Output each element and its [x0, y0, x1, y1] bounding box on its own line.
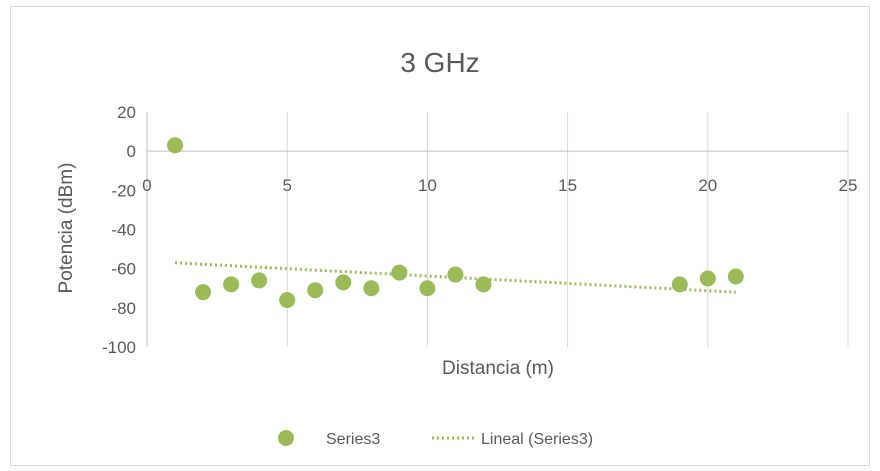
x-tick-label: 15 — [558, 176, 577, 195]
y-tick-label: 0 — [127, 142, 136, 161]
x-tick-label: 0 — [142, 176, 151, 195]
y-tick-label: -80 — [111, 299, 136, 318]
gridlines — [146, 112, 849, 347]
legend-label-trendline: Lineal (Series3) — [481, 431, 593, 448]
y-tick-label: -100 — [102, 338, 136, 357]
y-tick-label: -40 — [111, 221, 136, 240]
data-point — [699, 270, 716, 287]
scatter-points — [167, 137, 744, 308]
y-axis-title: Potencia (dBm) — [56, 163, 77, 294]
data-point — [279, 292, 296, 308]
data-point — [363, 280, 380, 297]
y-tick-label: -60 — [111, 260, 136, 279]
data-point — [447, 266, 464, 283]
data-point — [391, 264, 408, 281]
data-point — [223, 276, 240, 293]
data-point — [419, 280, 436, 297]
x-tick-labels: 0 5 10 15 20 25 — [142, 176, 857, 195]
legend: Series3 Lineal (Series3) — [278, 430, 593, 448]
data-point — [307, 282, 324, 299]
x-axis-title: Distancia (m) — [442, 358, 554, 379]
data-point — [251, 272, 268, 289]
data-point — [167, 137, 184, 154]
legend-marker-series3 — [278, 430, 294, 446]
y-tick-label: -20 — [111, 181, 136, 200]
data-point — [195, 284, 212, 301]
x-tick-label: 10 — [418, 176, 437, 195]
x-tick-label: 20 — [698, 176, 717, 195]
x-tick-label: 25 — [839, 176, 858, 195]
legend-label-series3: Series3 — [326, 431, 380, 448]
data-point — [335, 274, 352, 291]
chart-title: 3 GHz — [400, 47, 479, 78]
data-point — [475, 276, 492, 293]
data-point — [671, 276, 688, 293]
chart-frame — [10, 6, 870, 466]
x-tick-label: 5 — [282, 176, 291, 195]
y-tick-labels: 20 0 -20 -40 -60 -80 -100 — [102, 103, 136, 357]
data-point — [727, 268, 744, 285]
y-tick-label: 20 — [117, 103, 136, 122]
